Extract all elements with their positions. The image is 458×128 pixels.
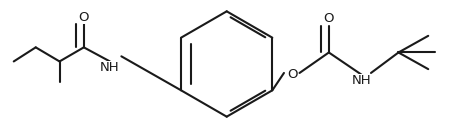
Text: O: O xyxy=(79,11,89,24)
Text: O: O xyxy=(287,68,297,81)
Text: NH: NH xyxy=(352,74,371,87)
Text: O: O xyxy=(324,12,334,25)
Text: NH: NH xyxy=(100,61,120,74)
